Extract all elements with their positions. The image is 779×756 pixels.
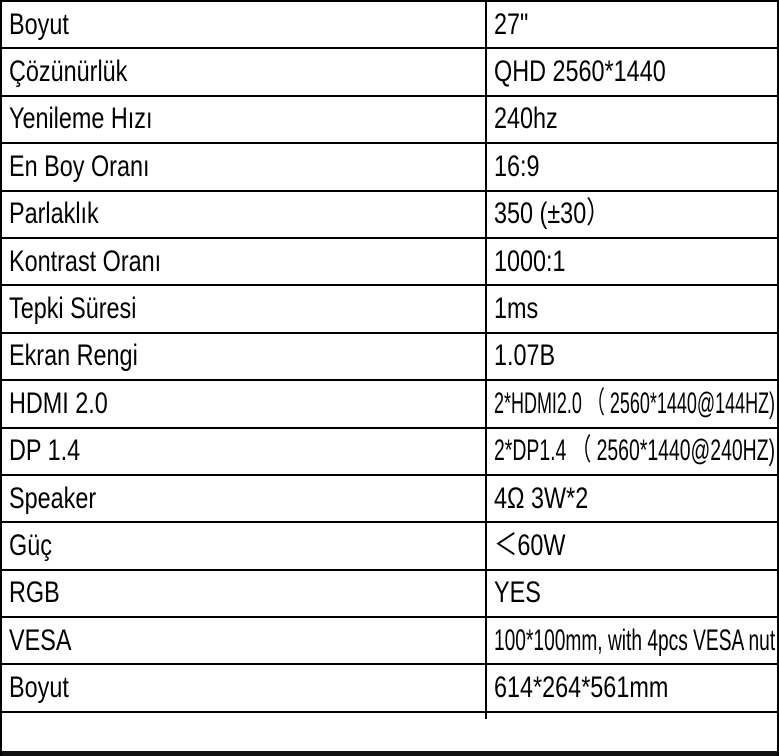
spec-label-cell: Tepki Süresi — [2, 286, 487, 332]
spec-label: Ekran Rengi — [9, 339, 138, 373]
spec-value: 16:9 — [494, 149, 540, 183]
spec-label-cell: VESA — [2, 618, 487, 664]
table-row: RGB YES — [2, 570, 777, 619]
spec-value: 2*DP1.4 （ 2560*1440@240HZ) — [494, 434, 776, 468]
bottom-dark-strip — [2, 751, 777, 756]
spec-label: Güç — [9, 528, 52, 562]
spec-label-cell: Ekran Rengi — [2, 333, 487, 380]
table-row: En Boy Oranı 16:9 — [2, 144, 777, 192]
table-row: Yenileme Hızı 240hz — [2, 96, 777, 145]
spec-table: Boyut 27" Çözünürlük QHD 2560*1440 Yenil… — [2, 2, 777, 713]
spec-label: Kontrast Oranı — [9, 244, 162, 278]
spec-label-cell: Speaker — [2, 475, 487, 522]
spec-value-cell: 240hz — [487, 97, 777, 142]
spec-value: QHD 2560*1440 — [494, 55, 666, 89]
spec-label-cell: Güç — [2, 523, 487, 569]
column-divider-segment — [485, 712, 487, 719]
spec-value-cell: 350 (±30） — [487, 192, 777, 237]
table-row: Çözünürlük QHD 2560*1440 — [2, 49, 777, 97]
spec-value: 350 (±30） — [494, 197, 610, 231]
table-row: Boyut 614*264*561mm — [2, 665, 777, 713]
spec-label: Yenileme Hızı — [9, 102, 153, 136]
spec-label-cell: DP 1.4 — [2, 428, 487, 474]
spec-label-cell: Boyut — [2, 665, 487, 711]
spec-value: 4Ω 3W*2 — [494, 481, 589, 515]
spec-label-cell: Kontrast Oranı — [2, 238, 487, 285]
spec-value-cell: 1ms — [487, 286, 777, 331]
spec-value: 1.07B — [494, 339, 556, 373]
table-row: DP 1.4 2*DP1.4 （ 2560*1440@240HZ) — [2, 428, 777, 476]
spec-label-cell: Parlaklık — [2, 191, 487, 237]
spec-label-cell: En Boy Oranı — [2, 144, 487, 190]
table-row: Parlaklık 350 (±30） — [2, 191, 777, 239]
spec-value: 1ms — [494, 292, 539, 326]
table-row: Tepki Süresi 1ms — [2, 286, 777, 334]
spec-label-cell: Yenileme Hızı — [2, 96, 487, 143]
spec-value: 100*100mm, with 4pcs VESA nut — [494, 623, 776, 657]
table-row: Boyut 27" — [2, 2, 777, 50]
spec-label-cell: Boyut — [2, 2, 487, 48]
spec-label: Parlaklık — [9, 197, 99, 231]
spec-label: Boyut — [9, 671, 69, 705]
table-row: VESA 100*100mm, with 4pcs VESA nut — [2, 618, 777, 666]
spec-label: En Boy Oranı — [9, 149, 150, 183]
spec-value-cell: 27" — [487, 2, 777, 47]
spec-label-cell: RGB — [2, 570, 487, 617]
spec-value: 240hz — [494, 102, 558, 136]
spec-label: Boyut — [9, 7, 69, 41]
spec-label: Tepki Süresi — [9, 292, 137, 326]
spec-value-cell: 100*100mm, with 4pcs VESA nut — [487, 618, 777, 663]
table-row: Speaker 4Ω 3W*2 — [2, 475, 777, 524]
table-row: Güç ＜60W — [2, 523, 777, 571]
spec-label: VESA — [9, 623, 72, 657]
spec-value: 614*264*561mm — [494, 671, 669, 705]
spec-label: RGB — [9, 576, 60, 610]
spec-label-cell: HDMI 2.0 — [2, 381, 487, 427]
spec-value: YES — [494, 576, 541, 610]
table-row: HDMI 2.0 2*HDMI2.0 （ 2560*1440@144HZ) — [2, 381, 777, 429]
table-row: Ekran Rengi 1.07B — [2, 333, 777, 382]
spec-value-cell: 1000:1 — [487, 239, 777, 284]
spec-label-cell: Çözünürlük — [2, 49, 487, 95]
table-row: Kontrast Oranı 1000:1 — [2, 238, 777, 287]
table-bottom-sliver — [2, 712, 777, 719]
spec-label: HDMI 2.0 — [9, 386, 108, 420]
spec-value: 2*HDMI2.0 （ 2560*1440@144HZ) — [494, 386, 776, 420]
spec-value-cell: 2*DP1.4 （ 2560*1440@240HZ) — [487, 429, 777, 474]
spec-label: Speaker — [9, 481, 97, 515]
spec-label: DP 1.4 — [9, 434, 81, 468]
spec-value: 27" — [494, 7, 529, 41]
spec-label: Çözünürlük — [9, 55, 128, 89]
spec-value-cell: ＜60W — [487, 523, 777, 568]
spec-value: 1000:1 — [494, 244, 566, 278]
table-top-sliver — [2, 0, 777, 2]
spec-value-cell: YES — [487, 571, 777, 616]
spec-value-cell: 614*264*561mm — [487, 665, 777, 710]
spec-value-cell: QHD 2560*1440 — [487, 49, 777, 94]
spec-value-cell: 16:9 — [487, 144, 777, 189]
spec-value-cell: 4Ω 3W*2 — [487, 476, 777, 521]
spec-value-cell: 2*HDMI2.0 （ 2560*1440@144HZ) — [487, 381, 777, 426]
spec-value-cell: 1.07B — [487, 334, 777, 379]
spec-value: ＜60W — [494, 528, 566, 562]
